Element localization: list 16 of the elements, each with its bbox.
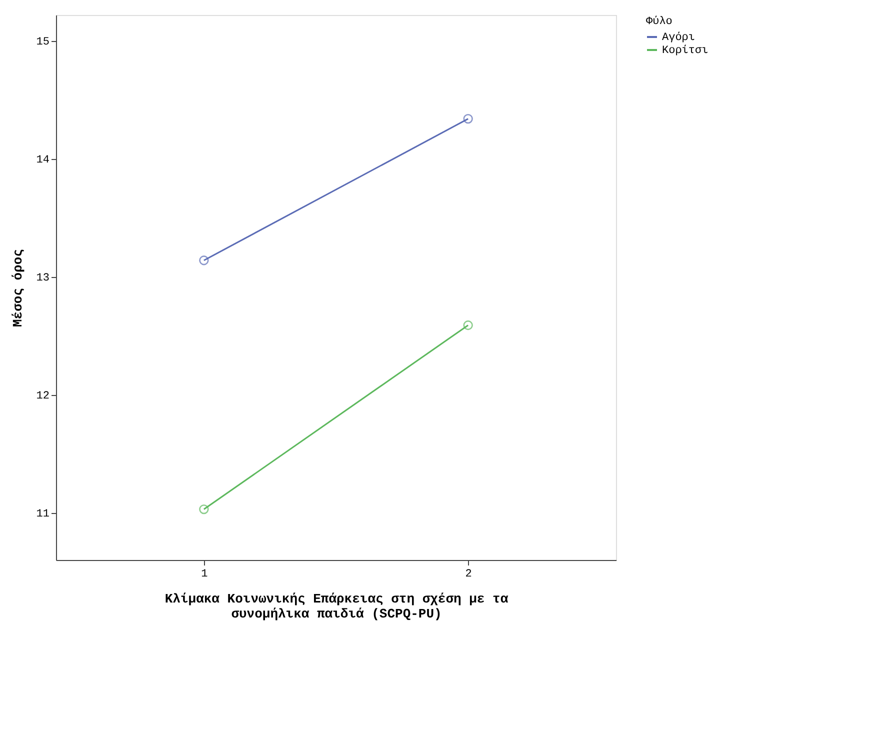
x-tick-label: 1 [201,568,208,580]
y-tick-label: 15 [36,36,50,48]
legend-title: Φύλο [646,15,672,28]
y-axis-title: Μέσος όρος [10,248,26,328]
point [199,504,209,514]
point [463,320,473,330]
x-axis-title: Κλίμακα Κοινωνικής Επάρκειας στη σχέση με τα συνομήλικα παιδιά (SCPQ-PU) [164,592,508,622]
y-tick-label: 12 [36,390,50,402]
y-tick-label: 13 [36,272,50,284]
y-tick-label: 14 [36,154,50,166]
point [463,114,473,124]
x-tick-label: 2 [465,568,472,580]
legend-label: Κορίτσι [662,44,708,57]
y-tick-label: 11 [36,508,50,520]
legend-label: Αγόρι [662,31,696,44]
point [199,256,209,266]
